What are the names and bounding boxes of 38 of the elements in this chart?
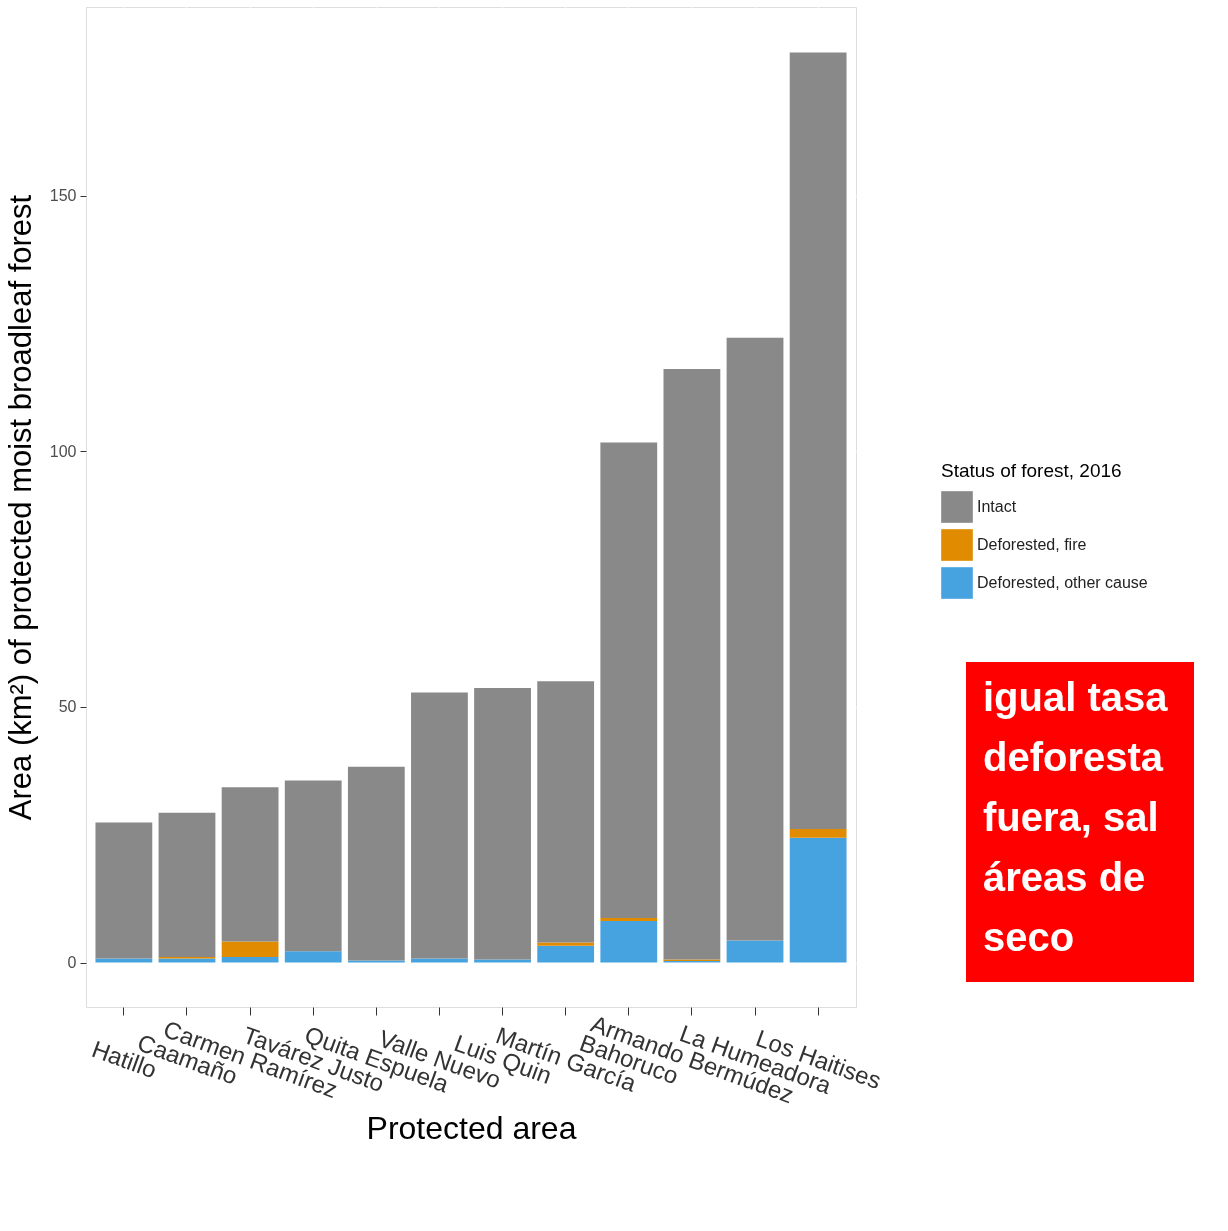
bar bbox=[95, 822, 153, 959]
bar bbox=[221, 941, 279, 957]
bar bbox=[221, 956, 279, 963]
bar bbox=[411, 692, 468, 959]
bar bbox=[600, 918, 658, 922]
bar bbox=[347, 960, 405, 963]
legend-label: Deforested, fire bbox=[977, 536, 1087, 553]
legend-label: Intact bbox=[977, 498, 1017, 515]
bar bbox=[600, 442, 658, 919]
bar bbox=[411, 958, 468, 963]
legend-title: Status of forest, 2016 bbox=[941, 460, 1122, 481]
text: igual tasa deforesta fuera, sal áreas de seco bbox=[983, 675, 1169, 959]
bar bbox=[474, 687, 531, 960]
y-tick-label: 0 bbox=[67, 954, 77, 972]
x-axis-title: Protected area bbox=[366, 1110, 577, 1147]
bar bbox=[284, 951, 342, 963]
bar bbox=[158, 812, 216, 957]
y-tick-label: 100 bbox=[49, 442, 77, 460]
y-axis-title: Area (km²) of protected moist broadleaf forest bbox=[2, 194, 38, 821]
bar bbox=[726, 940, 784, 963]
bar bbox=[221, 787, 279, 942]
y-tick-label: 150 bbox=[49, 187, 77, 205]
bar bbox=[789, 837, 847, 963]
bar bbox=[474, 959, 531, 963]
bar bbox=[347, 766, 405, 961]
y-tick-label: 50 bbox=[58, 698, 77, 716]
bar bbox=[537, 681, 595, 943]
bar bbox=[284, 780, 342, 952]
bar bbox=[537, 942, 595, 946]
legend-label: Deforested, other cause bbox=[977, 574, 1148, 591]
bar bbox=[537, 945, 595, 963]
bar bbox=[789, 829, 847, 838]
bar bbox=[663, 368, 721, 960]
bar bbox=[600, 921, 658, 963]
bar bbox=[158, 958, 216, 963]
bar bbox=[789, 52, 847, 830]
bar bbox=[726, 337, 784, 941]
bar bbox=[95, 958, 153, 963]
